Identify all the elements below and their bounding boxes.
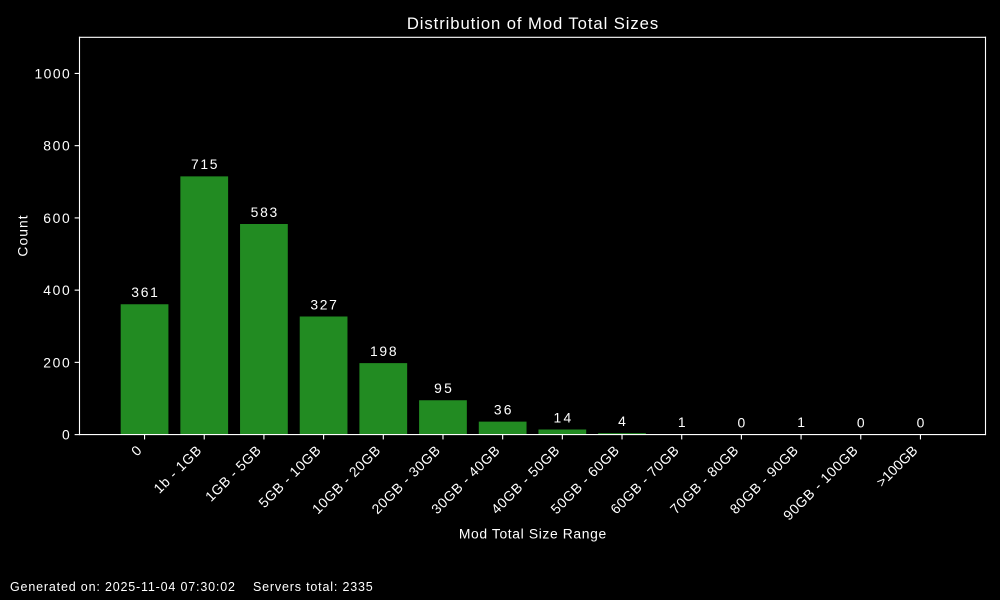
svg-text:0: 0 — [738, 414, 746, 430]
svg-text:0: 0 — [857, 414, 865, 430]
svg-text:600: 600 — [43, 210, 70, 226]
svg-text:1: 1 — [797, 414, 805, 430]
svg-text:715: 715 — [191, 156, 218, 172]
svg-text:583: 583 — [251, 204, 278, 220]
svg-text:0: 0 — [62, 427, 70, 443]
svg-text:0: 0 — [917, 414, 925, 430]
svg-text:Distribution of Mod Total Size: Distribution of Mod Total Sizes — [407, 14, 658, 33]
svg-text:198: 198 — [370, 343, 397, 359]
svg-text:Mod Total Size Range: Mod Total Size Range — [459, 526, 607, 542]
svg-text:200: 200 — [43, 354, 70, 370]
svg-text:Count: Count — [14, 215, 30, 256]
svg-text:1000: 1000 — [34, 65, 70, 81]
svg-text:95: 95 — [434, 380, 452, 396]
svg-text:361: 361 — [131, 284, 158, 300]
svg-text:4: 4 — [618, 413, 626, 429]
svg-text:36: 36 — [494, 401, 512, 417]
svg-text:800: 800 — [43, 138, 70, 154]
svg-text:14: 14 — [554, 409, 572, 425]
svg-text:1: 1 — [678, 414, 686, 430]
svg-text:Generated on: 2025-11-04 07:30: Generated on: 2025-11-04 07:30:02 Server… — [10, 580, 373, 594]
svg-text:400: 400 — [43, 282, 70, 298]
svg-text:327: 327 — [310, 296, 337, 312]
